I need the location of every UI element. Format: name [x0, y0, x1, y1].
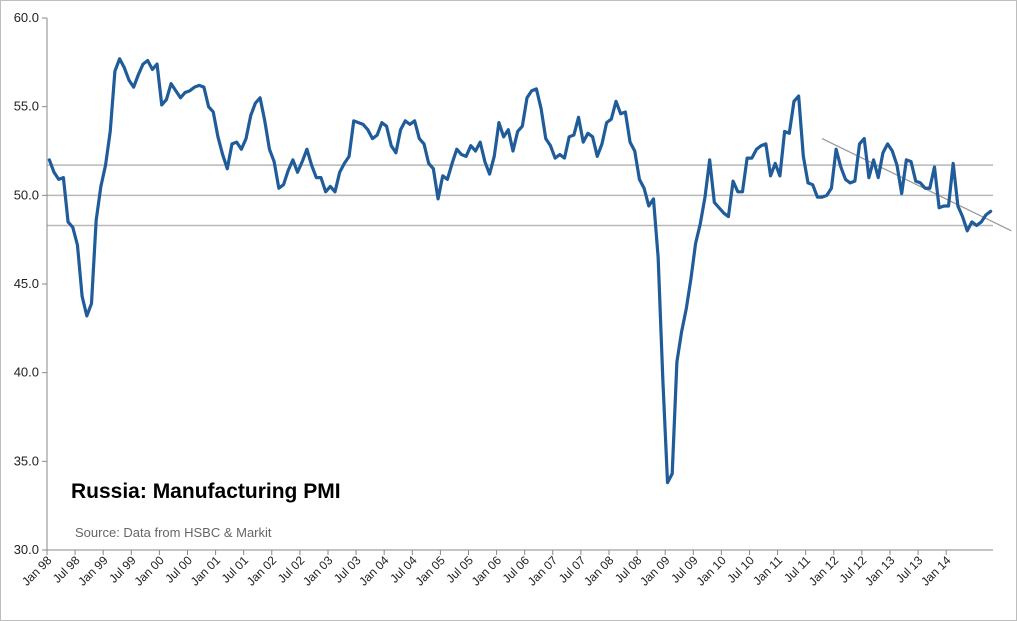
y-tick-label: 35.0 — [14, 453, 39, 468]
x-tick-label: Jan 12 — [806, 553, 842, 589]
y-tick-label: 50.0 — [14, 187, 39, 202]
x-tick-label: Jan 07 — [525, 553, 561, 589]
x-tick-label: Jan 02 — [244, 553, 280, 589]
series-line-pmi — [47, 57, 993, 485]
x-tick-label: Jan 98 — [19, 553, 55, 589]
y-axis-ticks: 60.0 55.0 50.0 45.0 40.0 35.0 30.0 — [14, 10, 47, 557]
x-tick-label: Jan 01 — [188, 553, 224, 589]
y-tick-label: 40.0 — [14, 365, 39, 380]
x-tick-label: Jan 11 — [750, 553, 785, 588]
y-tick-label: 30.0 — [14, 542, 39, 557]
trend-line — [821, 138, 1012, 232]
reference-lines — [47, 164, 993, 227]
chart-source: Source: Data from HSBC & Markit — [75, 525, 272, 540]
x-tick-label: Jan 00 — [131, 553, 167, 589]
x-tick-label: Jan 06 — [469, 553, 505, 589]
x-tick-label: Jan 09 — [637, 553, 673, 589]
x-tick-label: Jan 10 — [693, 553, 729, 589]
x-tick-label: Jan 08 — [581, 553, 617, 589]
y-tick-label: 45.0 — [14, 276, 39, 291]
x-tick-label: Jan 14 — [918, 553, 954, 589]
y-tick-label: 60.0 — [14, 10, 39, 25]
y-tick-label: 55.0 — [14, 99, 39, 114]
x-tick-label: Jan 03 — [300, 553, 336, 589]
chart-title: Russia: Manufacturing PMI — [71, 480, 341, 503]
x-tick-label: Jan 13 — [862, 553, 898, 589]
x-tick-label: Jan 04 — [356, 553, 392, 589]
x-tick-label: Jan 05 — [412, 553, 448, 589]
x-tick-label: Jan 99 — [75, 553, 111, 589]
